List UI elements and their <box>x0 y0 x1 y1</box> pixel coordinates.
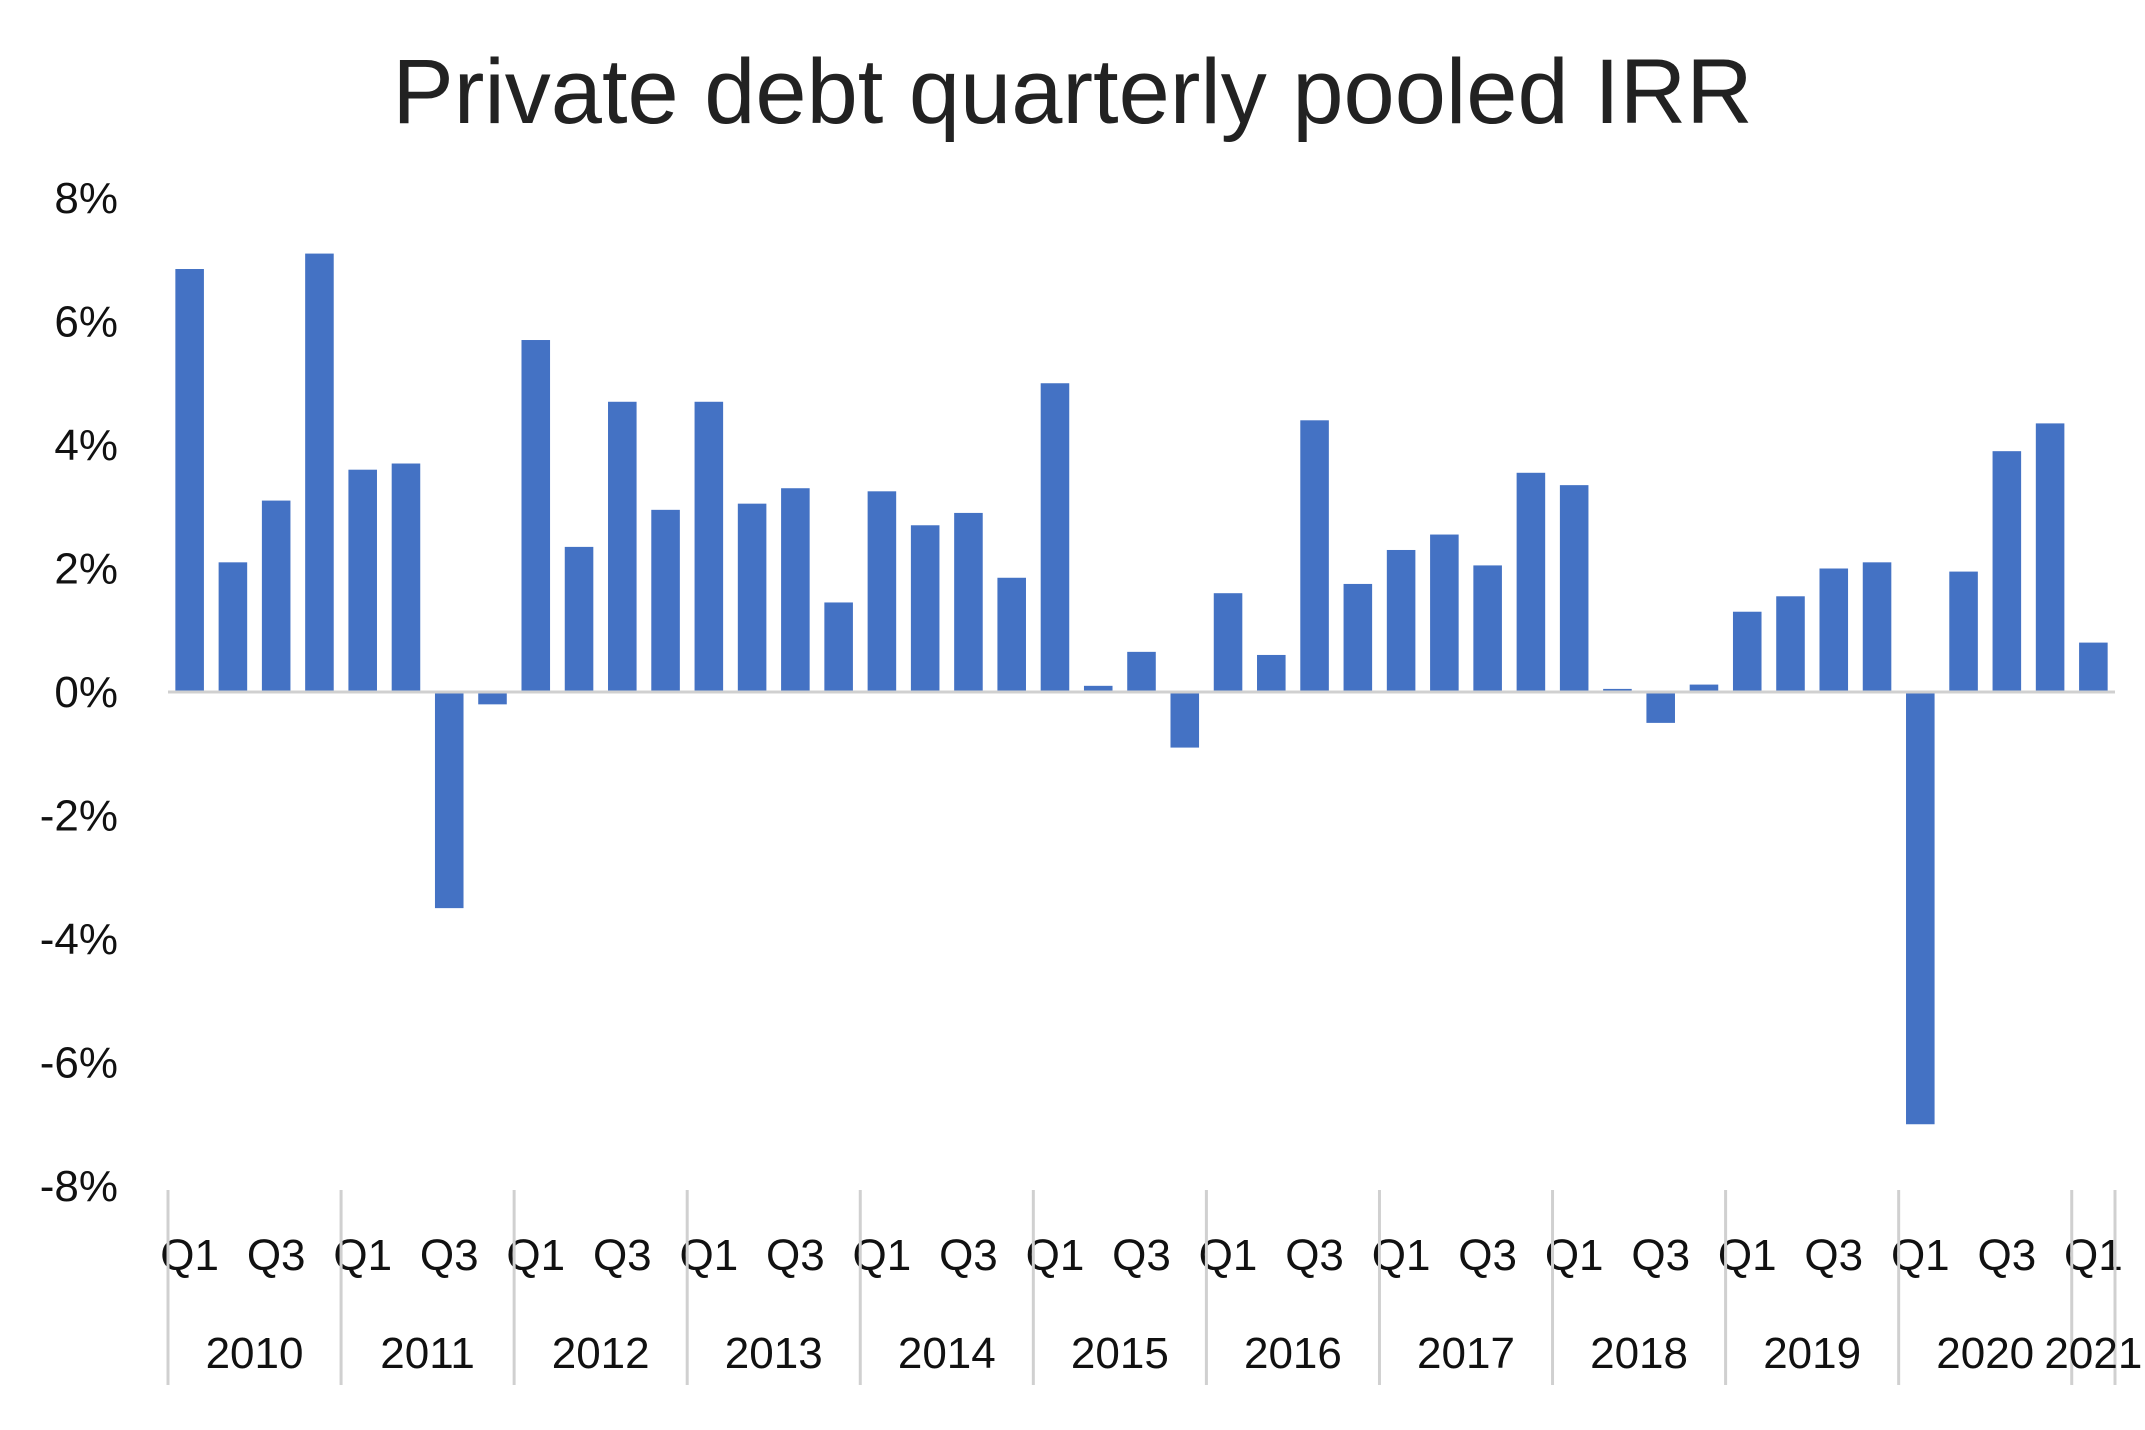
x-tick-year-label: 2019 <box>1763 1329 1861 1378</box>
bar <box>1257 654 1286 692</box>
x-tick-quarter-label: Q1 <box>1891 1231 1950 1280</box>
bar <box>391 463 421 692</box>
y-tick-label: 0% <box>54 668 118 717</box>
bar <box>1603 688 1632 692</box>
x-tick-quarter-label: Q1 <box>853 1231 912 1280</box>
bar <box>1646 692 1675 723</box>
bar <box>261 500 291 692</box>
bar <box>2079 642 2108 692</box>
bar <box>867 491 897 692</box>
x-tick-quarter-label: Q1 <box>333 1231 392 1280</box>
x-tick-year-label: 2020 <box>1936 1329 2034 1378</box>
bar <box>175 269 204 692</box>
x-tick-year-label: 2016 <box>1244 1329 1342 1378</box>
x-tick-year-label: 2010 <box>206 1329 304 1378</box>
bar <box>954 512 983 692</box>
x-tick-quarter-label: Q3 <box>1112 1231 1171 1280</box>
y-axis: 8% 6% 4% 2% 0% -2% -4% -6% -8% <box>40 174 118 1211</box>
x-tick-quarter-label: Q1 <box>160 1231 219 1280</box>
x-tick-quarter-label: Q1 <box>506 1231 565 1280</box>
bar <box>1819 568 1849 692</box>
x-tick-quarter-label: Q1 <box>1199 1231 1258 1280</box>
y-tick-label: 8% <box>54 174 118 223</box>
bar <box>651 509 680 692</box>
bar <box>1949 571 1978 692</box>
x-tick-year-label: 2014 <box>898 1329 996 1378</box>
bar <box>521 340 551 692</box>
bar <box>305 253 334 692</box>
x-tick-quarter-label: Q3 <box>1631 1231 1690 1280</box>
bar-series <box>175 253 2108 1125</box>
bar <box>1127 651 1156 692</box>
x-tick-quarter-label: Q3 <box>1977 1231 2036 1280</box>
bar <box>1300 420 1329 692</box>
x-tick-quarter-label: Q3 <box>1804 1231 1863 1280</box>
x-tick-year-label: 2013 <box>725 1329 823 1378</box>
x-tick-quarter-label: Q3 <box>247 1231 306 1280</box>
x-tick-quarter-label: Q3 <box>939 1231 998 1280</box>
bar <box>1343 583 1373 692</box>
bar <box>1992 451 2022 692</box>
x-tick-quarter-label: Q3 <box>766 1231 825 1280</box>
bar <box>348 469 377 692</box>
bar <box>1213 593 1243 692</box>
x-axis: Q1 Q3 Q1 Q3 Q1 Q3 Q1 Q3 Q1 Q3 Q1 Q3 Q1 Q3 Q1 Q3 Q1 Q3 Q1 Q3… <box>160 1190 2142 1385</box>
bar <box>564 546 594 692</box>
x-tick-year-label: 2012 <box>552 1329 650 1378</box>
bar <box>478 692 507 705</box>
x-tick-quarter-label: Q1 <box>679 1231 738 1280</box>
bar <box>608 401 637 692</box>
x-tick-quarter-label: Q1 <box>1026 1231 1085 1280</box>
bar <box>1776 596 1805 692</box>
x-tick-year-label: 2017 <box>1417 1329 1515 1378</box>
bar <box>2035 423 2065 692</box>
bar <box>1386 549 1416 692</box>
y-tick-label: -2% <box>40 792 118 841</box>
bar <box>1473 565 1502 692</box>
bar <box>1170 692 1200 748</box>
x-tick-year-label: 2015 <box>1071 1329 1169 1378</box>
bar <box>737 503 767 692</box>
x-tick-quarter-label: Q1 <box>1718 1231 1777 1280</box>
x-tick-year-label: 2018 <box>1590 1329 1688 1378</box>
bar <box>1732 611 1762 692</box>
x-tick-quarter-label: Q3 <box>420 1231 479 1280</box>
bar <box>1559 485 1589 692</box>
x-tick-quarter-label: Q1 <box>2064 1231 2123 1280</box>
bar <box>1516 472 1546 692</box>
bar <box>781 488 810 692</box>
x-tick-quarter-label: Q3 <box>593 1231 652 1280</box>
x-tick-quarter-label: Q1 <box>1545 1231 1604 1280</box>
y-tick-label: -4% <box>40 915 118 964</box>
bar <box>1689 684 1719 692</box>
bar <box>824 602 853 692</box>
y-tick-label: 6% <box>54 298 118 347</box>
bar <box>434 692 464 909</box>
bar <box>997 577 1026 692</box>
x-tick-year-label: 2021 <box>2044 1329 2142 1378</box>
bar <box>1906 692 1935 1125</box>
bar <box>218 562 248 692</box>
x-tick-quarter-label: Q1 <box>1372 1231 1431 1280</box>
x-tick-year-label: 2011 <box>380 1329 475 1378</box>
y-tick-label: 2% <box>54 545 118 594</box>
y-tick-label: -8% <box>40 1162 118 1211</box>
bar <box>1040 383 1070 692</box>
y-tick-label: 4% <box>54 421 118 470</box>
x-tick-quarter-label: Q3 <box>1285 1231 1344 1280</box>
bar <box>1083 685 1113 692</box>
x-tick-quarter-label: Q3 <box>1458 1231 1517 1280</box>
chart-title: Private debt quarterly pooled IRR <box>392 41 1753 143</box>
bar <box>1430 534 1459 692</box>
bar <box>910 525 940 692</box>
bar <box>694 401 724 692</box>
bar <box>1862 562 1892 692</box>
y-tick-label: -6% <box>40 1039 118 1088</box>
